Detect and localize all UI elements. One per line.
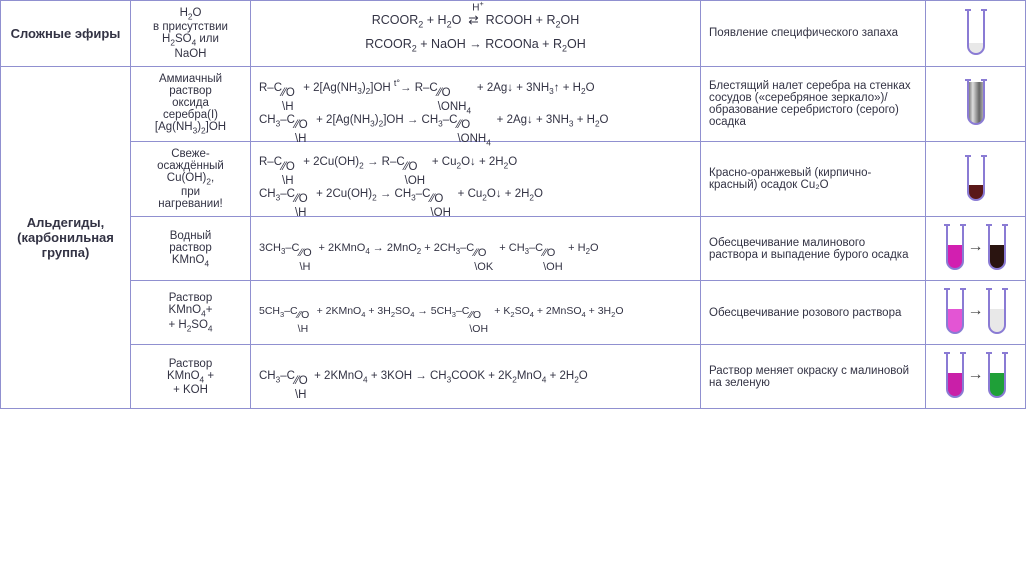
reaction-cell: R–C⁄⁄O\H + 2[Ag(NH3)2]OH t°→ R–C⁄⁄O\ONH4… [251, 66, 701, 141]
tube-wrap: → [944, 221, 1008, 273]
category-label: Альдегиды, (карбонильная группа) [17, 215, 114, 260]
tube-cell [926, 66, 1026, 141]
observation-text: Обесцвечивание малинового раствора и вып… [709, 237, 908, 261]
tube-cell: → [926, 281, 1026, 345]
table-row: Альдегиды, (карбонильная группа) Аммиачн… [1, 66, 1026, 141]
reagent-cell: H2Oв присутствииH2SO4 илиNaOH [131, 1, 251, 67]
observation-cell: Появление специфического запаха [701, 1, 926, 67]
tube-cell: → [926, 217, 1026, 281]
reagent-cell: Свеже-осаждённыйCu(OH)2,принагревании! [131, 141, 251, 216]
observation-text: Обесцвечивание розового раствора [709, 307, 901, 319]
observation-cell: Обесцвечивание розового раствора [701, 281, 926, 345]
arrow-icon: → [968, 366, 984, 384]
reagent-cell: Аммиачныйраствороксидасеребра(I)[Ag(NH3)… [131, 66, 251, 141]
category-cell: Сложные эфиры [1, 1, 131, 67]
observation-text: Раствор меняет окраску с малиновой на зе… [709, 365, 909, 389]
table-row: РастворKMnO4++ H2SO4 5CH3–C⁄⁄O\H + 2KMnO… [1, 281, 1026, 345]
tube-wrap [965, 76, 987, 128]
reagent-cell: РастворKMnO4++ H2SO4 [131, 281, 251, 345]
test-tube-icon [986, 349, 1008, 401]
observation-text: Появление специфического запаха [709, 27, 898, 39]
test-tube-icon [965, 152, 987, 204]
observation-text: Красно-оранжевый (кирпично-красный) осад… [709, 167, 871, 191]
tube-wrap: → [944, 285, 1008, 337]
arrow-icon: → [968, 238, 984, 256]
table-row: Свеже-осаждённыйCu(OH)2,принагревании! R… [1, 141, 1026, 216]
category-cell: Альдегиды, (карбонильная группа) [1, 66, 131, 409]
test-tube-icon [944, 221, 966, 273]
observation-cell: Красно-оранжевый (кирпично-красный) осад… [701, 141, 926, 216]
tube-cell [926, 1, 1026, 67]
observation-cell: Раствор меняет окраску с малиновой на зе… [701, 345, 926, 409]
reagent-cell: РастворKMnO4 ++ KOH [131, 345, 251, 409]
test-tube-icon [944, 349, 966, 401]
observation-cell: Обесцвечивание малинового раствора и вып… [701, 217, 926, 281]
observation-cell: Блестящий налет серебра на стенках сосуд… [701, 66, 926, 141]
test-tube-icon [965, 6, 987, 58]
tube-wrap [965, 152, 987, 204]
reactions-table: Сложные эфиры H2Oв присутствииH2SO4 илиN… [0, 0, 1026, 409]
reagent-cell: ВодныйрастворKMnO4 [131, 217, 251, 281]
table-row: ВодныйрастворKMnO4 3CH3–C⁄⁄O\H + 2KMnO4 … [1, 217, 1026, 281]
table-row: РастворKMnO4 ++ KOH CH3–C⁄⁄O\H + 2KMnO4 … [1, 345, 1026, 409]
test-tube-icon [965, 76, 987, 128]
reaction-cell: RCOOR2 + H2O H+⇄ RCOOH + R2OH RCOOR2 + N… [251, 1, 701, 67]
test-tube-icon [944, 285, 966, 337]
reaction-cell: CH3–C⁄⁄O\H + 2KMnO4 + 3KOH → CH3COOK + 2… [251, 345, 701, 409]
category-label: Сложные эфиры [11, 26, 121, 41]
reaction-cell: 3CH3–C⁄⁄O\H + 2KMnO4 → 2MnO2 + 2CH3–C⁄⁄O… [251, 217, 701, 281]
test-tube-icon [986, 221, 1008, 273]
observation-text: Блестящий налет серебра на стенках сосуд… [709, 80, 911, 128]
test-tube-icon [986, 285, 1008, 337]
tube-cell [926, 141, 1026, 216]
reaction-cell: R–C⁄⁄O\H + 2Cu(OH)2 → R–C⁄⁄O\OH + Cu2O↓ … [251, 141, 701, 216]
tube-wrap: → [944, 349, 1008, 401]
reaction-cell: 5CH3–C⁄⁄O\H + 2KMnO4 + 3H2SO4 → 5CH3–C⁄⁄… [251, 281, 701, 345]
tube-cell: → [926, 345, 1026, 409]
table-row: Сложные эфиры H2Oв присутствииH2SO4 илиN… [1, 1, 1026, 67]
arrow-icon: → [968, 302, 984, 320]
tube-wrap [965, 6, 987, 58]
